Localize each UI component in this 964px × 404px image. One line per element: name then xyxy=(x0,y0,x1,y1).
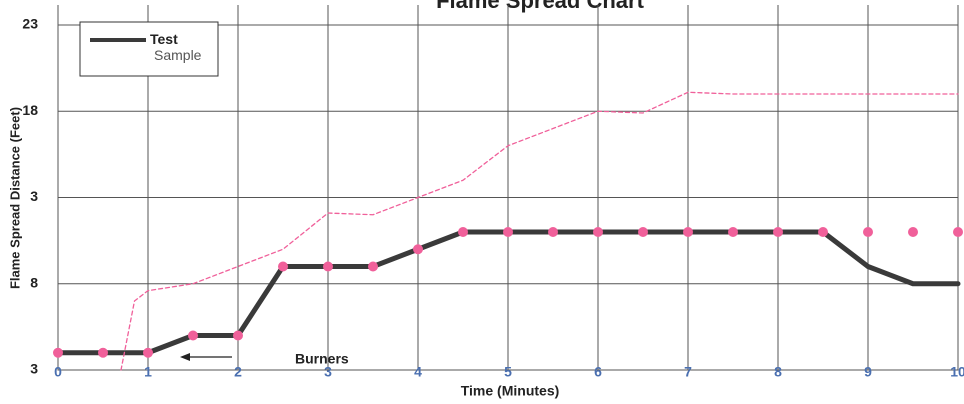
y-tick-label: 3 xyxy=(30,361,38,377)
marker xyxy=(98,347,108,358)
marker xyxy=(278,261,288,272)
x-tick-label: 0 xyxy=(54,364,62,380)
y-tick-label: 8 xyxy=(30,274,38,290)
marker xyxy=(413,244,423,255)
marker xyxy=(728,227,738,237)
x-tick-label: 2 xyxy=(234,364,242,380)
y-tick-label: 3 xyxy=(30,188,38,204)
series-line xyxy=(120,91,959,371)
x-tick-label: 6 xyxy=(594,364,602,380)
chart-title: Flame Spread Chart xyxy=(436,0,645,13)
x-tick-label: 1 xyxy=(144,364,152,380)
marker xyxy=(53,347,63,358)
marker xyxy=(863,227,873,237)
marker xyxy=(773,227,783,237)
marker xyxy=(908,227,918,237)
y-axis-title: Flame Spread Distance (Feet) xyxy=(7,107,22,289)
x-axis-title: Time (Minutes) xyxy=(461,383,560,399)
marker xyxy=(188,330,198,341)
x-tick-label: 7 xyxy=(684,364,692,380)
marker xyxy=(458,227,468,237)
legend-label: Test Sample xyxy=(150,31,202,63)
marker xyxy=(503,227,513,237)
legend xyxy=(79,21,219,77)
arrow-head xyxy=(180,353,190,361)
marker xyxy=(953,227,963,237)
marker xyxy=(323,261,333,272)
y-tick-label: 18 xyxy=(22,102,38,118)
marker xyxy=(233,330,243,341)
x-tick-label: 8 xyxy=(774,364,782,380)
marker xyxy=(638,227,648,237)
y-tick-label: 23 xyxy=(22,16,38,32)
marker xyxy=(593,227,603,237)
x-tick-label: 5 xyxy=(504,364,512,380)
annotation: Burners xyxy=(295,351,349,367)
marker xyxy=(368,261,378,272)
marker xyxy=(143,347,153,358)
x-tick-label: 3 xyxy=(324,364,332,380)
x-tick-label: 10 xyxy=(950,364,964,380)
marker xyxy=(683,227,693,237)
x-tick-label: 9 xyxy=(864,364,872,380)
x-tick-label: 4 xyxy=(414,364,422,380)
marker xyxy=(818,227,828,237)
marker xyxy=(548,227,558,237)
